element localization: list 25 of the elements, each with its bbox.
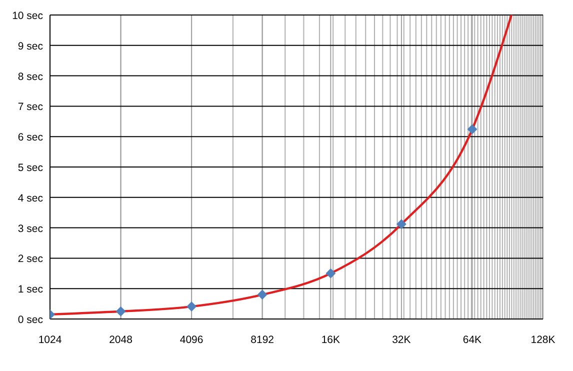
x-tick-label: 64K (462, 334, 482, 346)
point (326, 268, 336, 278)
y-tick-label: 1 sec (18, 284, 43, 296)
point (396, 219, 406, 230)
x-tick-label: 32K (392, 334, 411, 346)
y-tick-label: 0 sec (18, 314, 43, 326)
point (186, 302, 197, 312)
y-tick-label: 2 sec (18, 253, 43, 266)
y-tick-label: 6 sec (18, 132, 43, 144)
y-tick-label: 7 sec (18, 101, 43, 114)
y-tick-label: 9 sec (18, 40, 43, 52)
y-tick-label: 5 sec (18, 162, 43, 174)
x-tick-label: 8192 (250, 334, 274, 346)
x-tick-label: 1024 (38, 334, 62, 346)
y-tick-label: 3 sec (18, 222, 43, 235)
point (116, 306, 126, 316)
y-tick-label: 10 sec (12, 10, 43, 22)
x-tick-label: 16K (321, 334, 340, 346)
y-tick-label: 4 sec (18, 192, 43, 204)
x-tick-label: 4096 (180, 334, 204, 346)
point (257, 290, 268, 300)
x-tick-label: 128K (530, 334, 556, 346)
point (467, 124, 478, 134)
x-tick-label: 2048 (109, 334, 133, 346)
y-tick-label: 8 sec (18, 70, 43, 83)
